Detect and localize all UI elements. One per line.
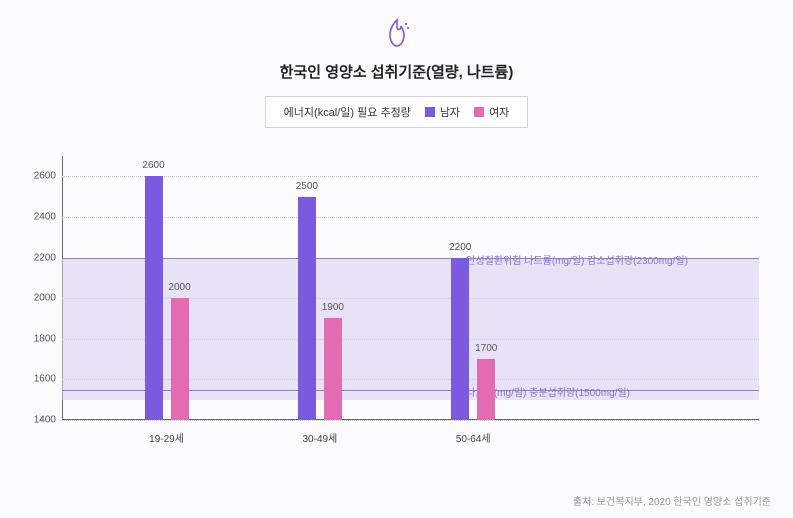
- bar-male: 2600: [145, 176, 163, 420]
- reference-label: 만성질환위험 나트륨(mg/일) 감소섭취량(2300mg/일): [466, 252, 688, 267]
- legend: 에너지(kcal/일) 필요 추정량 남자 여자: [265, 96, 529, 128]
- legend-item-female: 여자: [474, 104, 509, 120]
- swatch-female: [474, 107, 484, 117]
- y-tick-label: 2400: [22, 211, 56, 222]
- bar-female: 1700: [477, 359, 495, 420]
- swatch-male: [425, 107, 435, 117]
- flame-icon: [382, 18, 412, 50]
- legend-label: 에너지(kcal/일) 필요 추정량: [284, 104, 411, 120]
- grid-line: [62, 420, 759, 421]
- chart-area: 1400 1600 1800 2000 2200 2400 2600 만성질환위험 나트륨(m…: [20, 156, 773, 446]
- bar-value-label: 1900: [322, 302, 344, 313]
- x-tick-label: 50-64세: [456, 430, 491, 445]
- x-tick-label: 19-29세: [149, 430, 184, 445]
- bar-female: 2000: [171, 298, 189, 420]
- y-tick-label: 2600: [22, 171, 56, 182]
- grid-line: [62, 339, 759, 340]
- bar-male: 2200: [451, 258, 469, 420]
- bar-value-label: 2500: [296, 181, 318, 192]
- x-tick-label: 30-49세: [302, 430, 337, 445]
- bar-value-label: 1700: [475, 343, 497, 354]
- reference-band: [62, 258, 759, 400]
- plot: 1400160018002000220024002600만성질환위험 나트륨(m…: [62, 156, 759, 420]
- bar-value-label: 2000: [168, 282, 190, 293]
- grid-line: [62, 298, 759, 299]
- reference-line: [62, 390, 759, 391]
- y-tick-label: 1600: [22, 374, 56, 385]
- grid-line: [62, 176, 759, 177]
- source-text: 출처: 보건복지부, 2020 한국인 영양소 섭취기준: [573, 493, 771, 508]
- legend-male-text: 남자: [440, 104, 460, 120]
- y-tick-label: 2000: [22, 293, 56, 304]
- bar-male: 2500: [298, 197, 316, 420]
- y-tick-label: 1400: [22, 415, 56, 426]
- grid-line: [62, 379, 759, 380]
- legend-female-text: 여자: [489, 104, 509, 120]
- grid-line: [62, 217, 759, 218]
- bar-female: 1900: [324, 318, 342, 420]
- bar-value-label: 2600: [142, 160, 164, 171]
- flame-icon-wrap: [20, 18, 773, 55]
- chart-title: 한국인 영양소 섭취기준(열량, 나트륨): [20, 61, 773, 82]
- y-tick-label: 1800: [22, 333, 56, 344]
- legend-item-male: 남자: [425, 104, 460, 120]
- y-tick-label: 2200: [22, 252, 56, 263]
- bar-value-label: 2200: [449, 242, 471, 253]
